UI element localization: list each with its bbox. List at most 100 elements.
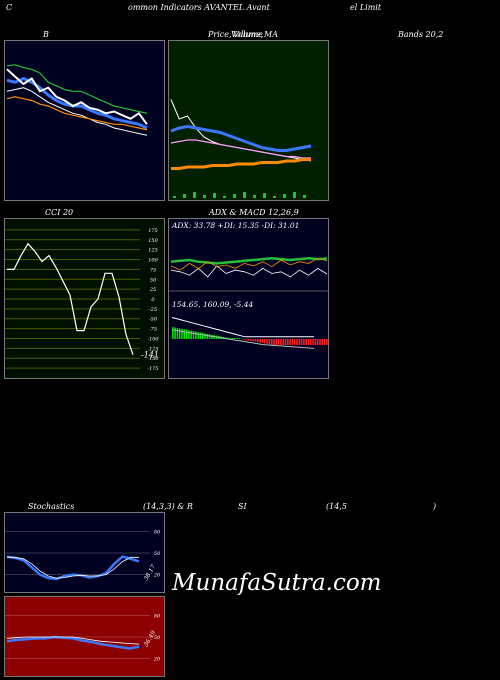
macd-histogram-bar <box>231 338 234 339</box>
macd-values-text: 154.65, 160.09, -5.44 <box>172 300 253 309</box>
cci-tick-label: 25 <box>149 287 156 293</box>
macd-histogram-bar <box>254 339 257 342</box>
macd-histogram-bar <box>259 339 261 343</box>
cci-tick-label: 75 <box>150 267 156 273</box>
macd-histogram-bar <box>307 339 310 345</box>
macd-histogram-bar <box>310 339 312 345</box>
macd-histogram-bar <box>190 330 192 339</box>
stoch-tick-label: 80 <box>154 529 161 535</box>
cci-tick-label: -175 <box>147 366 158 372</box>
cci-tick-label: -50 <box>149 317 158 323</box>
volume-bar <box>303 195 306 198</box>
rsi-tick-label: 50 <box>154 635 161 641</box>
cci-tick-label: -25 <box>149 307 157 313</box>
macd-histogram-bar <box>305 339 307 345</box>
price-label: Price, <box>208 30 232 39</box>
pv-ma-long-line <box>171 158 311 170</box>
bollinger-chart <box>6 64 148 136</box>
volume-bar <box>203 195 206 198</box>
bb-middle-line <box>6 76 148 130</box>
macd-histogram-bar <box>298 339 301 345</box>
cci-panel: 175 150 125 100 75 50 25 0 -25 -50 -75 -100 -125 -150… <box>4 218 165 379</box>
cci-tick-label: 100 <box>148 258 158 264</box>
macd-histogram-bar <box>234 338 236 339</box>
macd-histogram-bar <box>314 339 317 345</box>
macd-histogram-bar <box>300 339 303 345</box>
volume-label-a: Volume, <box>231 30 264 39</box>
ma-label: MA <box>264 30 278 39</box>
brand-watermark: MunafaSutra.com <box>172 570 382 596</box>
stoch-d-line <box>7 556 139 579</box>
volume-bar <box>233 194 236 198</box>
bb-upper-line <box>6 64 148 114</box>
macd-histogram-bar <box>268 339 271 345</box>
macd-histogram-bar <box>319 339 321 345</box>
cci-line <box>7 242 134 355</box>
macd-histogram-bar <box>185 329 188 339</box>
header-title-end: el Limit <box>350 3 382 12</box>
bb-price-line <box>6 68 148 125</box>
stoch-label: Stochastics <box>28 502 75 511</box>
bb-lower-line <box>6 96 148 131</box>
rsi-line <box>6 635 140 650</box>
macd-signal-line <box>171 329 315 349</box>
bb-label: B <box>43 30 49 39</box>
cci-tick-label: 125 <box>148 248 158 254</box>
adx-macd-label: ADX & MACD 12,26,9 <box>209 208 299 217</box>
macd-histogram-bar <box>238 338 241 339</box>
cci-tick-label: 0 <box>151 297 155 303</box>
macd-histogram-bar <box>287 339 289 345</box>
macd-histogram-bar <box>284 339 287 345</box>
volume-bar <box>213 193 216 198</box>
macd-histogram-bar <box>312 339 314 345</box>
pv-ma-mid-line <box>170 139 311 159</box>
macd-histogram-bar <box>227 337 229 339</box>
rsi-panel: 80 50 20 36.49 <box>4 596 165 677</box>
macd-histogram-bar <box>250 339 252 341</box>
macd-histogram-bar <box>291 339 294 345</box>
macd-histogram-bar <box>257 339 259 343</box>
macd-histogram-bar <box>266 339 268 344</box>
macd-histogram-bar <box>208 334 211 339</box>
volume-bar <box>283 194 286 198</box>
macd-histogram-bar <box>252 339 255 342</box>
header-title: ommon Indicators AVANTEL Avant <box>128 3 270 12</box>
macd-histogram-bar <box>247 339 250 341</box>
macd-histogram-bar <box>321 339 324 345</box>
adx-values-text: ADX: 33.78 +DI: 15.35 -DI: 31.01 <box>171 221 299 230</box>
stoch-k-line <box>6 555 140 581</box>
volume-bar <box>243 192 246 198</box>
rsi-params-label: (14,5 <box>326 502 347 511</box>
volume-bar <box>253 195 256 198</box>
volume-bar <box>183 194 186 198</box>
rsi-label: SI <box>238 502 247 511</box>
macd-histogram-bar <box>261 339 264 343</box>
volume-bar <box>223 196 226 198</box>
plus-di-line <box>170 265 328 278</box>
macd-histogram-bar <box>280 339 282 345</box>
macd-histogram-bar <box>264 339 266 344</box>
volume-bar <box>173 196 176 198</box>
volume-label-b: Volume <box>233 30 263 39</box>
cci-label: CCI 20 <box>45 208 74 217</box>
stoch-tick-label: 50 <box>154 551 161 557</box>
macd-histogram-bar <box>174 327 176 339</box>
macd-histogram-bar <box>303 339 305 345</box>
macd-histogram-bar <box>188 330 190 339</box>
macd-histogram-bar <box>192 331 195 339</box>
macd-histogram-bar <box>197 331 199 339</box>
macd-histogram-bar <box>211 334 213 339</box>
macd-histogram-bar <box>172 327 174 339</box>
cci-tick-label: 175 <box>148 228 158 234</box>
cci-value-label: -141 <box>141 351 159 360</box>
cci-tick-label: 50 <box>150 277 157 283</box>
adx-macd-panel: ADX: 33.78 +DI: 15.35 -DI: 31.01 154.65, … <box>168 218 329 379</box>
bb-ma-line <box>6 87 148 136</box>
volume-bar <box>293 192 296 198</box>
macd-histogram-bar <box>181 328 183 339</box>
minus-di-line <box>170 257 328 271</box>
macd-histogram-bar <box>199 332 202 339</box>
cci-tick-label: -100 <box>147 336 159 342</box>
macd-histogram-bar <box>277 339 280 345</box>
volume-bar <box>263 193 266 198</box>
